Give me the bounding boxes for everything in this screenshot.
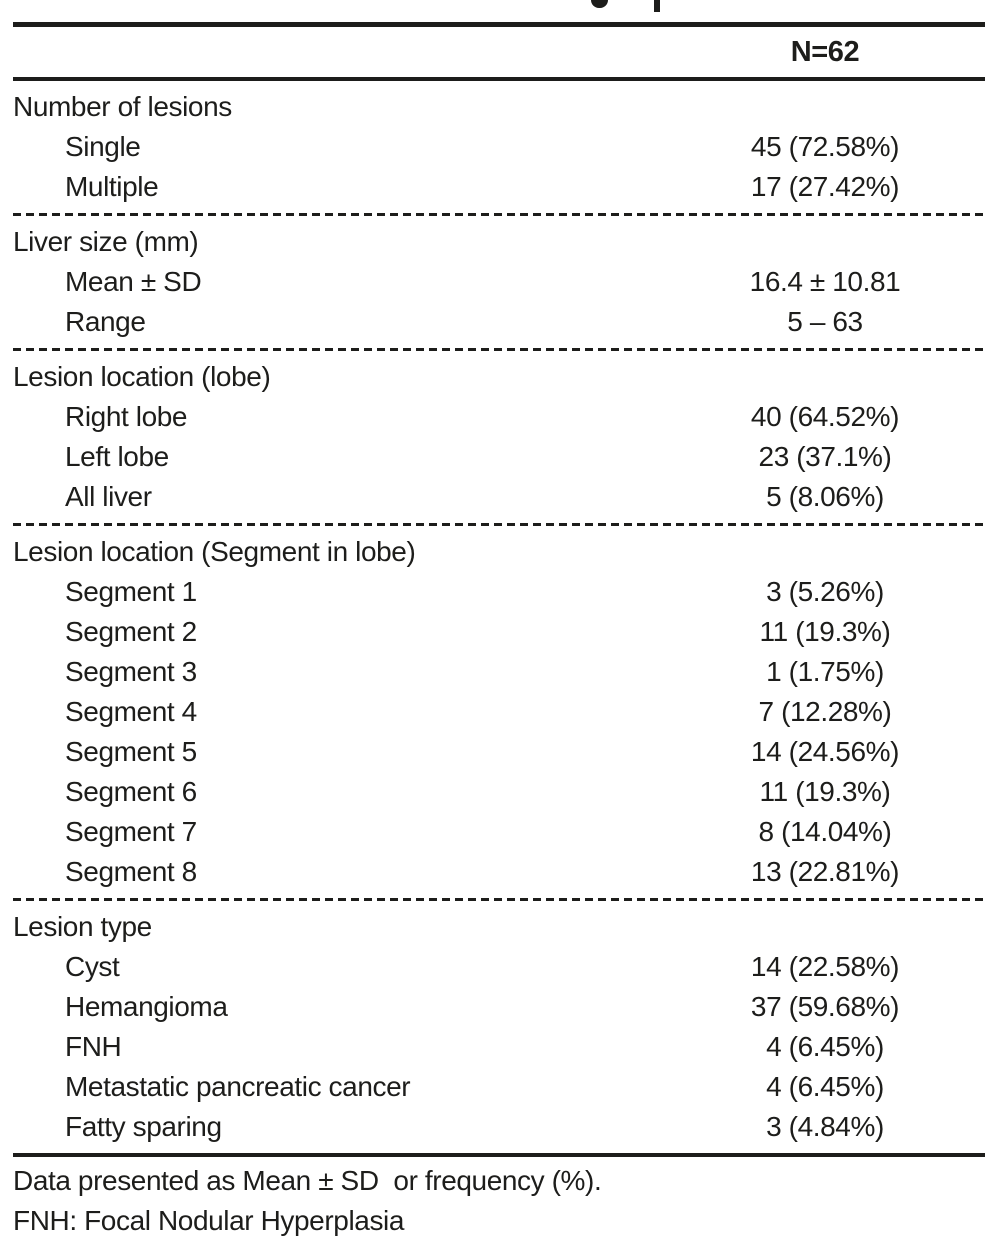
summary-table: N=62 Number of lesions Single 45 (72.58%… xyxy=(13,0,985,1241)
row-label: Range xyxy=(65,306,146,337)
row-label: Multiple xyxy=(65,171,159,202)
section-label: Lesion location (Segment in lobe) xyxy=(13,536,416,567)
table-row: All liver 5 (8.06%) xyxy=(13,477,985,517)
table-row: Segment 8 13 (22.81%) xyxy=(13,852,985,892)
row-label: Segment 8 xyxy=(65,856,197,887)
row-value: 17 (27.42%) xyxy=(750,171,900,202)
row-label: All liver xyxy=(65,481,152,512)
table-row: Metastatic pancreatic cancer 4 (6.45%) xyxy=(13,1067,985,1107)
row-label: Segment 6 xyxy=(65,776,197,807)
table-row: Segment 1 3 (5.26%) xyxy=(13,572,985,612)
section-lesion-location-lobe: Lesion location (lobe) Right lobe 40 (64… xyxy=(13,351,985,523)
section-divider xyxy=(13,523,985,526)
table-row: Segment 5 14 (24.56%) xyxy=(13,732,985,772)
row-value: 23 (37.1%) xyxy=(758,441,892,472)
row-label: Segment 2 xyxy=(65,616,197,647)
section-header-row: Lesion location (Segment in lobe) xyxy=(13,532,985,572)
row-label: Fatty sparing xyxy=(65,1111,222,1142)
section-header-row: Liver size (mm) xyxy=(13,222,985,262)
row-value: 1 (1.75%) xyxy=(766,656,884,687)
row-value: 8 (14.04%) xyxy=(758,816,892,847)
row-label: FNH xyxy=(65,1031,122,1062)
row-value: 3 (5.26%) xyxy=(766,576,884,607)
section-header-row: Lesion type xyxy=(13,907,985,947)
row-value: 37 (59.68%) xyxy=(750,991,900,1022)
table-row: Right lobe 40 (64.52%) xyxy=(13,397,985,437)
row-value: 3 (4.84%) xyxy=(766,1111,884,1142)
row-value: 14 (22.58%) xyxy=(750,951,900,982)
row-value: 5 – 63 xyxy=(787,306,863,337)
row-value: 4 (6.45%) xyxy=(766,1031,884,1062)
footnote-data-presented: Data presented as Mean ± SD or frequency… xyxy=(13,1165,602,1196)
footnote-fnh: FNH: Focal Nodular Hyperplasia xyxy=(13,1205,405,1236)
table-row: Hemangioma 37 (59.68%) xyxy=(13,987,985,1027)
row-label: Cyst xyxy=(65,951,120,982)
row-value: 16.4 ± 10.81 xyxy=(749,266,901,297)
row-value: 14 (24.56%) xyxy=(750,736,900,767)
row-value: 11 (19.3%) xyxy=(759,776,891,807)
section-divider xyxy=(13,213,985,216)
section-lesion-location-segment: Lesion location (Segment in lobe) Segmen… xyxy=(13,526,985,898)
table-row: FNH 4 (6.45%) xyxy=(13,1027,985,1067)
cropped-title-strip xyxy=(13,0,985,22)
row-label: Segment 4 xyxy=(65,696,197,727)
row-value: 5 (8.06%) xyxy=(766,481,884,512)
section-header-row: Number of lesions xyxy=(13,87,985,127)
table-row: Multiple 17 (27.42%) xyxy=(13,167,985,207)
section-liver-size: Liver size (mm) Mean ± SD 16.4 ± 10.81 R… xyxy=(13,216,985,348)
header-bottom-rule xyxy=(13,77,985,81)
row-label: Segment 5 xyxy=(65,736,197,767)
row-value: 45 (72.58%) xyxy=(750,131,900,162)
section-label: Lesion location (lobe) xyxy=(13,361,271,392)
row-value: 40 (64.52%) xyxy=(750,401,900,432)
table-row: Left lobe 23 (37.1%) xyxy=(13,437,985,477)
row-value: 13 (22.81%) xyxy=(750,856,900,887)
row-value: 7 (12.28%) xyxy=(758,696,892,727)
section-divider xyxy=(13,348,985,351)
cropped-title-fragment xyxy=(654,0,660,12)
section-header-row: Lesion location (lobe) xyxy=(13,357,985,397)
row-label: Segment 1 xyxy=(65,576,197,607)
row-label: Left lobe xyxy=(65,441,169,472)
row-label: Segment 7 xyxy=(65,816,197,847)
table-row: Mean ± SD 16.4 ± 10.81 xyxy=(13,262,985,302)
row-value: 4 (6.45%) xyxy=(766,1071,884,1102)
section-label: Liver size (mm) xyxy=(13,226,199,257)
section-divider xyxy=(13,898,985,901)
row-label: Metastatic pancreatic cancer xyxy=(65,1071,411,1102)
table-row: Segment 4 7 (12.28%) xyxy=(13,692,985,732)
section-label: Lesion type xyxy=(13,911,152,942)
table-row: Segment 7 8 (14.04%) xyxy=(13,812,985,852)
section-number-of-lesions: Number of lesions Single 45 (72.58%) Mul… xyxy=(13,81,985,213)
row-label: Right lobe xyxy=(65,401,188,432)
table-row: Range 5 – 63 xyxy=(13,302,985,342)
table-header-row: N=62 xyxy=(13,27,985,77)
table-row: Segment 3 1 (1.75%) xyxy=(13,652,985,692)
table-bottom-rule xyxy=(13,1153,985,1157)
row-value: 11 (19.3%) xyxy=(759,616,891,647)
table-row: Fatty sparing 3 (4.84%) xyxy=(13,1107,985,1147)
section-lesion-type: Lesion type Cyst 14 (22.58%) Hemangioma … xyxy=(13,901,985,1153)
row-label: Mean ± SD xyxy=(65,266,202,297)
table-row: Cyst 14 (22.58%) xyxy=(13,947,985,987)
row-label: Single xyxy=(65,131,141,162)
table-row: Segment 2 11 (19.3%) xyxy=(13,612,985,652)
column-header-n62: N=62 xyxy=(790,36,860,68)
table-footnotes: Data presented as Mean ± SD or frequency… xyxy=(13,1157,985,1241)
cropped-title-fragment xyxy=(591,0,608,8)
section-label: Number of lesions xyxy=(13,91,232,122)
table-top-rule xyxy=(13,22,985,27)
table-row: Segment 6 11 (19.3%) xyxy=(13,772,985,812)
row-label: Segment 3 xyxy=(65,656,197,687)
row-label: Hemangioma xyxy=(65,991,228,1022)
table-row: Single 45 (72.58%) xyxy=(13,127,985,167)
